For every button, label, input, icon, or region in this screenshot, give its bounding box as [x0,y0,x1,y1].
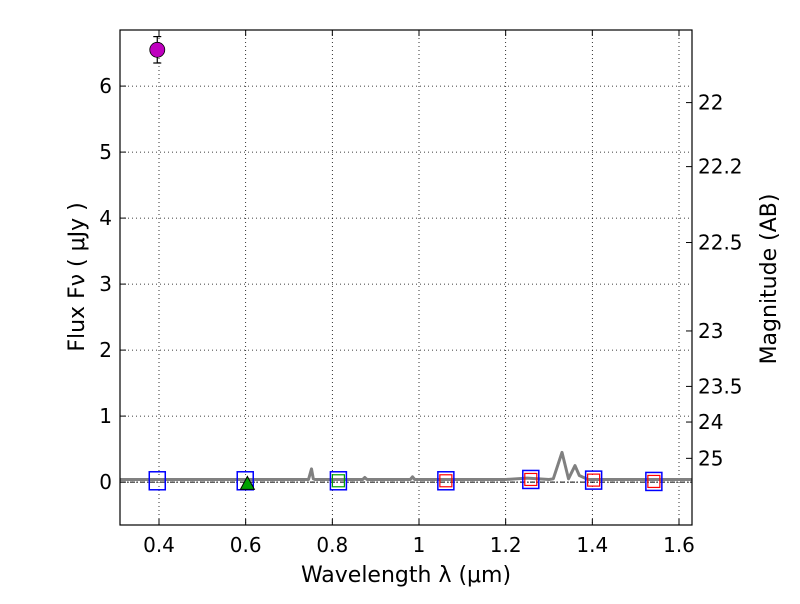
upper-limit-marker [239,475,256,490]
y-tick-label: 4 [99,206,112,230]
x-axis-label: Wavelength λ (μm) [301,563,511,588]
x-tick-label: 1.4 [576,533,608,557]
filter-square [647,474,661,489]
y-tick-label: 2 [99,338,112,362]
model-spectrum [120,450,692,481]
x-tick-label: 1.6 [663,533,695,557]
y-axis-ticks: 0 1 2 3 4 5 6 [99,74,126,494]
y-tick-label: 0 [99,470,112,494]
magnitude-tick-label: 22 [698,91,723,115]
y-tick-label: 1 [99,404,112,428]
magnitude-tick-label: 22.2 [698,155,743,179]
magnitude-tick-label: 22.5 [698,231,743,255]
magnitude-tick-label: 24 [698,410,723,434]
model-square [584,470,603,490]
magnitude-tick-label: 23 [698,319,723,343]
y-tick-label: 6 [99,74,112,98]
magnitude-axis-label: Magnitude (AB) [757,194,782,365]
spectrum-line [120,450,692,481]
model-square [645,471,663,492]
filter-square [439,474,453,488]
model-square [329,471,348,491]
data-markers [148,35,663,492]
x-tick-label: 0.8 [316,533,348,557]
filter-square [587,473,601,487]
filter-square [524,472,538,487]
y-tick-label: 3 [99,272,112,296]
magnitude-tick-label: 23.5 [698,374,743,398]
model-square [522,469,540,490]
x-tick-label: 0.4 [143,533,175,557]
detection-point [149,41,166,58]
y-axis-label: Flux Fν ( μJy ) [65,202,90,351]
magnitude-tick-label: 25 [698,446,723,470]
model-square [148,471,167,491]
model-square [437,471,455,491]
grid-lines [120,30,692,525]
filter-square [331,474,345,488]
x-axis-ticks: 0.4 0.6 0.8 1 1.2 1.4 1.6 [143,30,695,557]
plot-area [120,30,692,525]
magnitude-axis-ticks: 22 22.2 22.5 23 23.5 24 25 [686,91,743,470]
x-tick-label: 0.6 [230,533,262,557]
x-tick-label: 1.2 [490,533,522,557]
y-tick-label: 5 [99,140,112,164]
plot-frame [119,29,693,526]
x-tick-label: 1 [413,533,426,557]
